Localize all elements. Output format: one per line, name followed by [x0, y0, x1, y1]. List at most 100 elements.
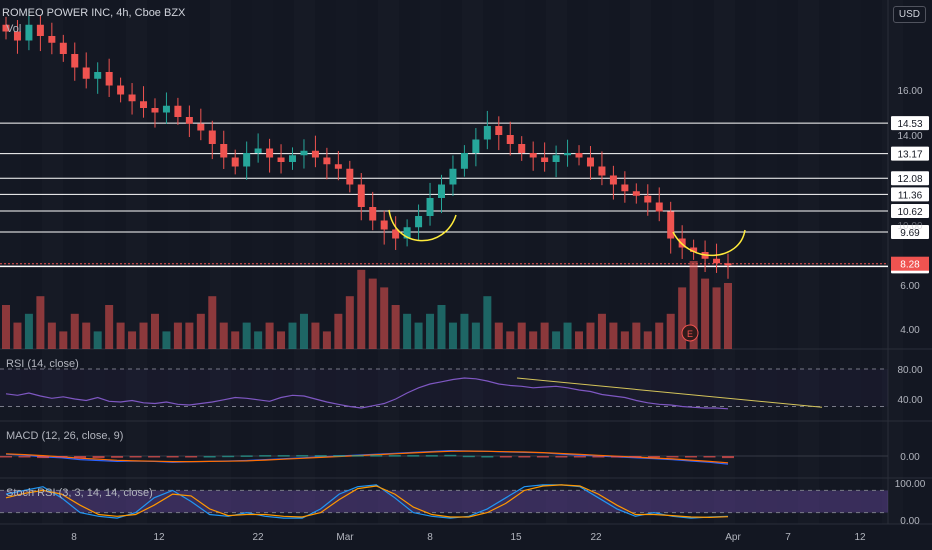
candle-body — [140, 101, 148, 108]
macd-histogram-bar — [722, 456, 734, 459]
volume-bar — [414, 322, 423, 349]
candle-body — [300, 150, 308, 156]
background-band — [126, 0, 147, 524]
level-price-tag — [891, 171, 929, 186]
candle-body — [632, 191, 640, 196]
candle-body — [334, 164, 342, 169]
background-band — [588, 0, 609, 524]
volume-bar — [2, 305, 10, 349]
candle-body — [449, 168, 457, 185]
candle-body — [460, 153, 468, 169]
volume-bar — [494, 322, 503, 349]
volume-bar — [483, 296, 492, 349]
time-axis-tick: Apr — [725, 532, 741, 543]
rsi-pane-label: RSI (14, close) — [6, 358, 79, 370]
last-price-label: 8.28 — [900, 260, 920, 271]
level-price-label: 14.53 — [897, 119, 922, 130]
level-price-label: 13.17 — [897, 150, 922, 161]
background-band — [168, 0, 189, 524]
candle-body — [220, 144, 228, 158]
candle-body — [323, 157, 331, 165]
volume-bar — [620, 331, 629, 349]
volume-bar — [712, 287, 721, 349]
time-axis-tick: 7 — [785, 532, 791, 543]
candle-body — [266, 148, 274, 158]
macd-histogram-bar — [148, 456, 161, 458]
candle-body — [71, 54, 79, 68]
candle-body — [94, 72, 102, 79]
macd-histogram-bar — [18, 456, 31, 458]
volume-bar — [368, 278, 377, 349]
candle-body — [586, 157, 594, 167]
candle-body — [541, 157, 549, 162]
volume-bar — [345, 296, 354, 349]
volume-bar — [82, 322, 91, 349]
candle-body — [105, 72, 113, 86]
candle-body — [117, 85, 125, 95]
price-axis-tick-partial: 10.00 — [897, 221, 922, 232]
volume-bar — [277, 331, 286, 349]
volume-bar — [597, 313, 606, 349]
macd-histogram-bar — [55, 456, 68, 458]
background-band — [420, 0, 441, 524]
level-price-label: 10.62 — [897, 207, 922, 218]
volume-bar — [105, 305, 114, 349]
volume-bar — [128, 331, 137, 349]
candle-body — [426, 198, 434, 216]
level-price-tag — [891, 146, 929, 161]
candle-body — [197, 123, 205, 131]
level-price-tag — [891, 204, 929, 219]
volume-bar — [563, 322, 572, 349]
background-band — [252, 0, 273, 524]
volume-bar — [724, 283, 732, 349]
price-axis-tick: 16.00 — [897, 86, 922, 97]
level-price-tag — [891, 187, 929, 202]
macd-histogram-bar — [129, 456, 142, 458]
volume-bar — [689, 261, 698, 349]
volume-bar — [299, 313, 308, 349]
candle-body — [48, 36, 56, 43]
volume-bar — [403, 313, 412, 349]
rsi-band-fill — [0, 369, 888, 407]
volume-bar — [701, 278, 710, 349]
level-price-label: 11.36 — [898, 190, 923, 201]
candle-body — [529, 153, 537, 158]
macd-histogram-bar — [166, 456, 179, 458]
volume-bar — [586, 322, 595, 349]
last-price-tag — [891, 256, 929, 271]
candle-body — [724, 263, 732, 266]
candle-body — [357, 184, 365, 207]
macd-histogram-bar — [296, 455, 309, 457]
candle-body — [369, 207, 377, 221]
currency-button[interactable]: USD — [892, 6, 926, 23]
candle-body — [231, 157, 239, 167]
macd-histogram-bar — [185, 456, 198, 458]
volume-bar — [471, 322, 480, 349]
time-axis-tick: 15 — [510, 532, 522, 543]
volume-bar — [391, 305, 400, 349]
macd-histogram-bar — [222, 455, 235, 458]
macd-histogram-bar — [240, 455, 253, 457]
candle-body — [609, 175, 617, 185]
volume-bar — [185, 322, 194, 349]
earnings-marker-icon — [681, 324, 699, 342]
macd-histogram-bar — [74, 456, 87, 459]
macd-histogram-bar — [629, 456, 642, 458]
level-price-label: 12.08 — [897, 174, 922, 185]
candle-body — [311, 150, 319, 158]
rsi-line — [5, 377, 729, 410]
volume-bar — [254, 331, 263, 349]
volume-bar — [208, 296, 217, 349]
candle-body — [598, 166, 606, 176]
candle-body — [506, 135, 514, 144]
stoch-band-fill — [0, 490, 888, 513]
macd-histogram-bar — [536, 456, 549, 458]
macd-histogram-bar — [203, 456, 216, 458]
volume-bar — [334, 313, 343, 349]
volume-bar — [24, 313, 33, 349]
candle-body — [277, 157, 285, 162]
candle-body — [289, 155, 297, 162]
candle-body — [380, 220, 388, 230]
